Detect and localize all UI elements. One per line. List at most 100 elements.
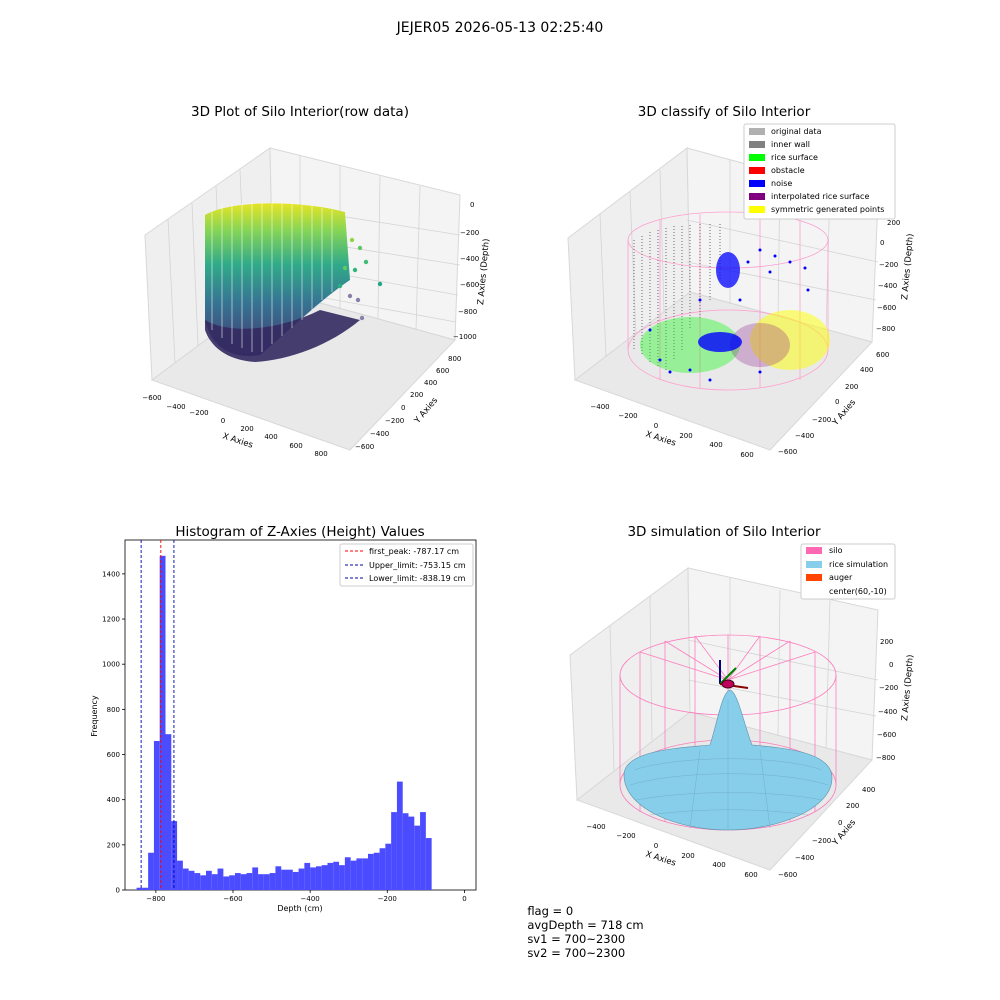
classify-y-tick: −400 [795,432,814,440]
sim-x-axis-label: X Axies [644,849,677,868]
legend-label-upper-limit: Upper_limit: -753.15 cm [369,561,466,570]
sim-y-tick: 400 [862,786,875,794]
classify-x-tick: 200 [679,432,692,440]
histogram-bar [258,874,264,890]
histogram-bar [379,848,386,890]
raw-z-axis-label: Z Axies (Depth) [476,238,492,305]
raw-z-tick: 0 [470,201,474,209]
raw-y-tick: −600 [355,443,374,451]
raw-y-tick: 600 [436,367,449,375]
histogram-bar [153,740,160,890]
histogram-bar [229,875,235,890]
classify-inner-wall-points [633,224,721,370]
raw-silo-wall [205,203,350,356]
classify-legend: original data inner wall rice surface ob… [743,123,896,220]
histogram-legend: first_peak: -787.17 cm Upper_limit: -753… [339,543,474,587]
raw-silo-floor [205,310,360,362]
classify-symmetric-points [750,310,830,370]
histogram-bar [281,869,287,890]
histogram-bar [159,555,166,890]
legend-swatch-silo [806,547,822,554]
legend-swatch-original [749,128,765,135]
classify-legend-box [743,123,896,220]
histogram-bar [240,874,247,890]
legend-label-center: center(60,-10) [829,587,887,596]
histogram-bar [310,867,316,890]
legend-swatch-auger [806,574,822,581]
sim-z-tick: −600 [877,731,896,739]
legend-label-silo: silo [829,546,843,555]
sim-x-tick: 0 [654,842,658,850]
legend-label-original: original data [771,127,822,136]
classify-z-tick: −200 [879,261,898,269]
histogram-bar [165,734,172,890]
raw-z-tick: −600 [460,281,479,289]
histogram-bar [275,866,282,890]
raw-x-axis-label: X Axies [221,431,254,450]
histogram-y-tick-label: 1200 [102,616,120,624]
raw-z-tick: −800 [458,308,477,316]
histogram-x-tick-label: −400 [301,895,320,903]
histogram-x-tick-label: 0 [462,895,466,903]
raw-y-tick: −200 [385,417,404,425]
histogram-bar [391,812,397,890]
legend-swatch-symmetric [749,206,765,213]
avg-depth-readout: avgDepth = 718 cm [527,918,644,932]
histogram-bar [194,873,201,890]
sim-x-tick: −200 [616,832,635,840]
raw-y-axis-label: Y Axies [412,395,440,426]
classify-y-tick: 400 [860,366,873,374]
classify-y-tick: 600 [876,351,889,359]
sim-z-axis-label: Z Axies (Depth) [900,654,916,721]
raw-stray-points [337,237,383,321]
histogram-bar [373,852,380,890]
histogram-bar [136,887,143,890]
histogram-bar [298,868,305,890]
legend-label-obstacle: obstacle [771,166,805,175]
histogram-bar [234,873,241,890]
classify-x-ticks: −400 −200 0 200 400 600 [590,403,753,459]
histogram-y-tick-label: 1000 [102,661,120,669]
sim-z-tick: −200 [879,684,898,692]
classify-interpolated-points [730,323,790,367]
histogram-y-tick-label: 1400 [102,570,120,578]
sim-legend: silo rice simulation auger center(60,-10… [800,543,896,600]
sim-x-tick: 400 [712,861,725,869]
histogram-bar [206,870,212,890]
raw-x-ticks: −600 −400 −200 0 200 400 600 800 [142,394,327,458]
panel-raw-title: 3D Plot of Silo Interior(row data) [191,104,409,120]
sim-x-tick: 600 [744,871,757,879]
histogram-bar [269,873,276,890]
histogram-bar [200,875,206,890]
sim-x-tick: 200 [681,852,694,860]
histogram-x-ticks: −800 −600 −400 −200 0 [146,890,467,903]
raw-scatter-points [205,202,383,362]
classify-x-tick: −200 [618,412,637,420]
histogram-reference-lines [140,540,175,890]
raw-x-tick: −400 [166,403,185,411]
classify-z-tick: −800 [876,325,895,333]
legend-swatch-rice-simulation [806,561,822,568]
histogram-x-tick-label: −800 [146,895,165,903]
raw-y-tick: 200 [410,391,423,399]
raw-y-tick: 0 [401,404,405,412]
classify-y-tick: 200 [845,383,858,391]
classify-z-tick: 0 [880,239,884,247]
histogram-bar [350,860,357,890]
histogram-y-tick-label: 200 [107,841,120,849]
raw-z-tick: −400 [460,255,479,263]
sim-legend-box [800,543,896,600]
raw-x-tick: −200 [189,409,208,417]
sim-x-tick: −400 [586,823,605,831]
legend-swatch-rice-surface [749,154,765,161]
legend-label-first-peak: first_peak: -787.17 cm [369,547,459,556]
histogram-bar [385,843,392,890]
raw-x-tick: −600 [142,394,161,402]
sim-auger-glyph [719,660,749,689]
histogram-bar [287,869,293,890]
histogram-bar [362,858,368,890]
flag-readout: flag = 0 [527,904,574,918]
classify-z-tick: −400 [878,282,897,290]
panel-classify-3d: 3D classify of Silo Interior [567,104,916,459]
sim-y-tick: 200 [846,802,859,810]
